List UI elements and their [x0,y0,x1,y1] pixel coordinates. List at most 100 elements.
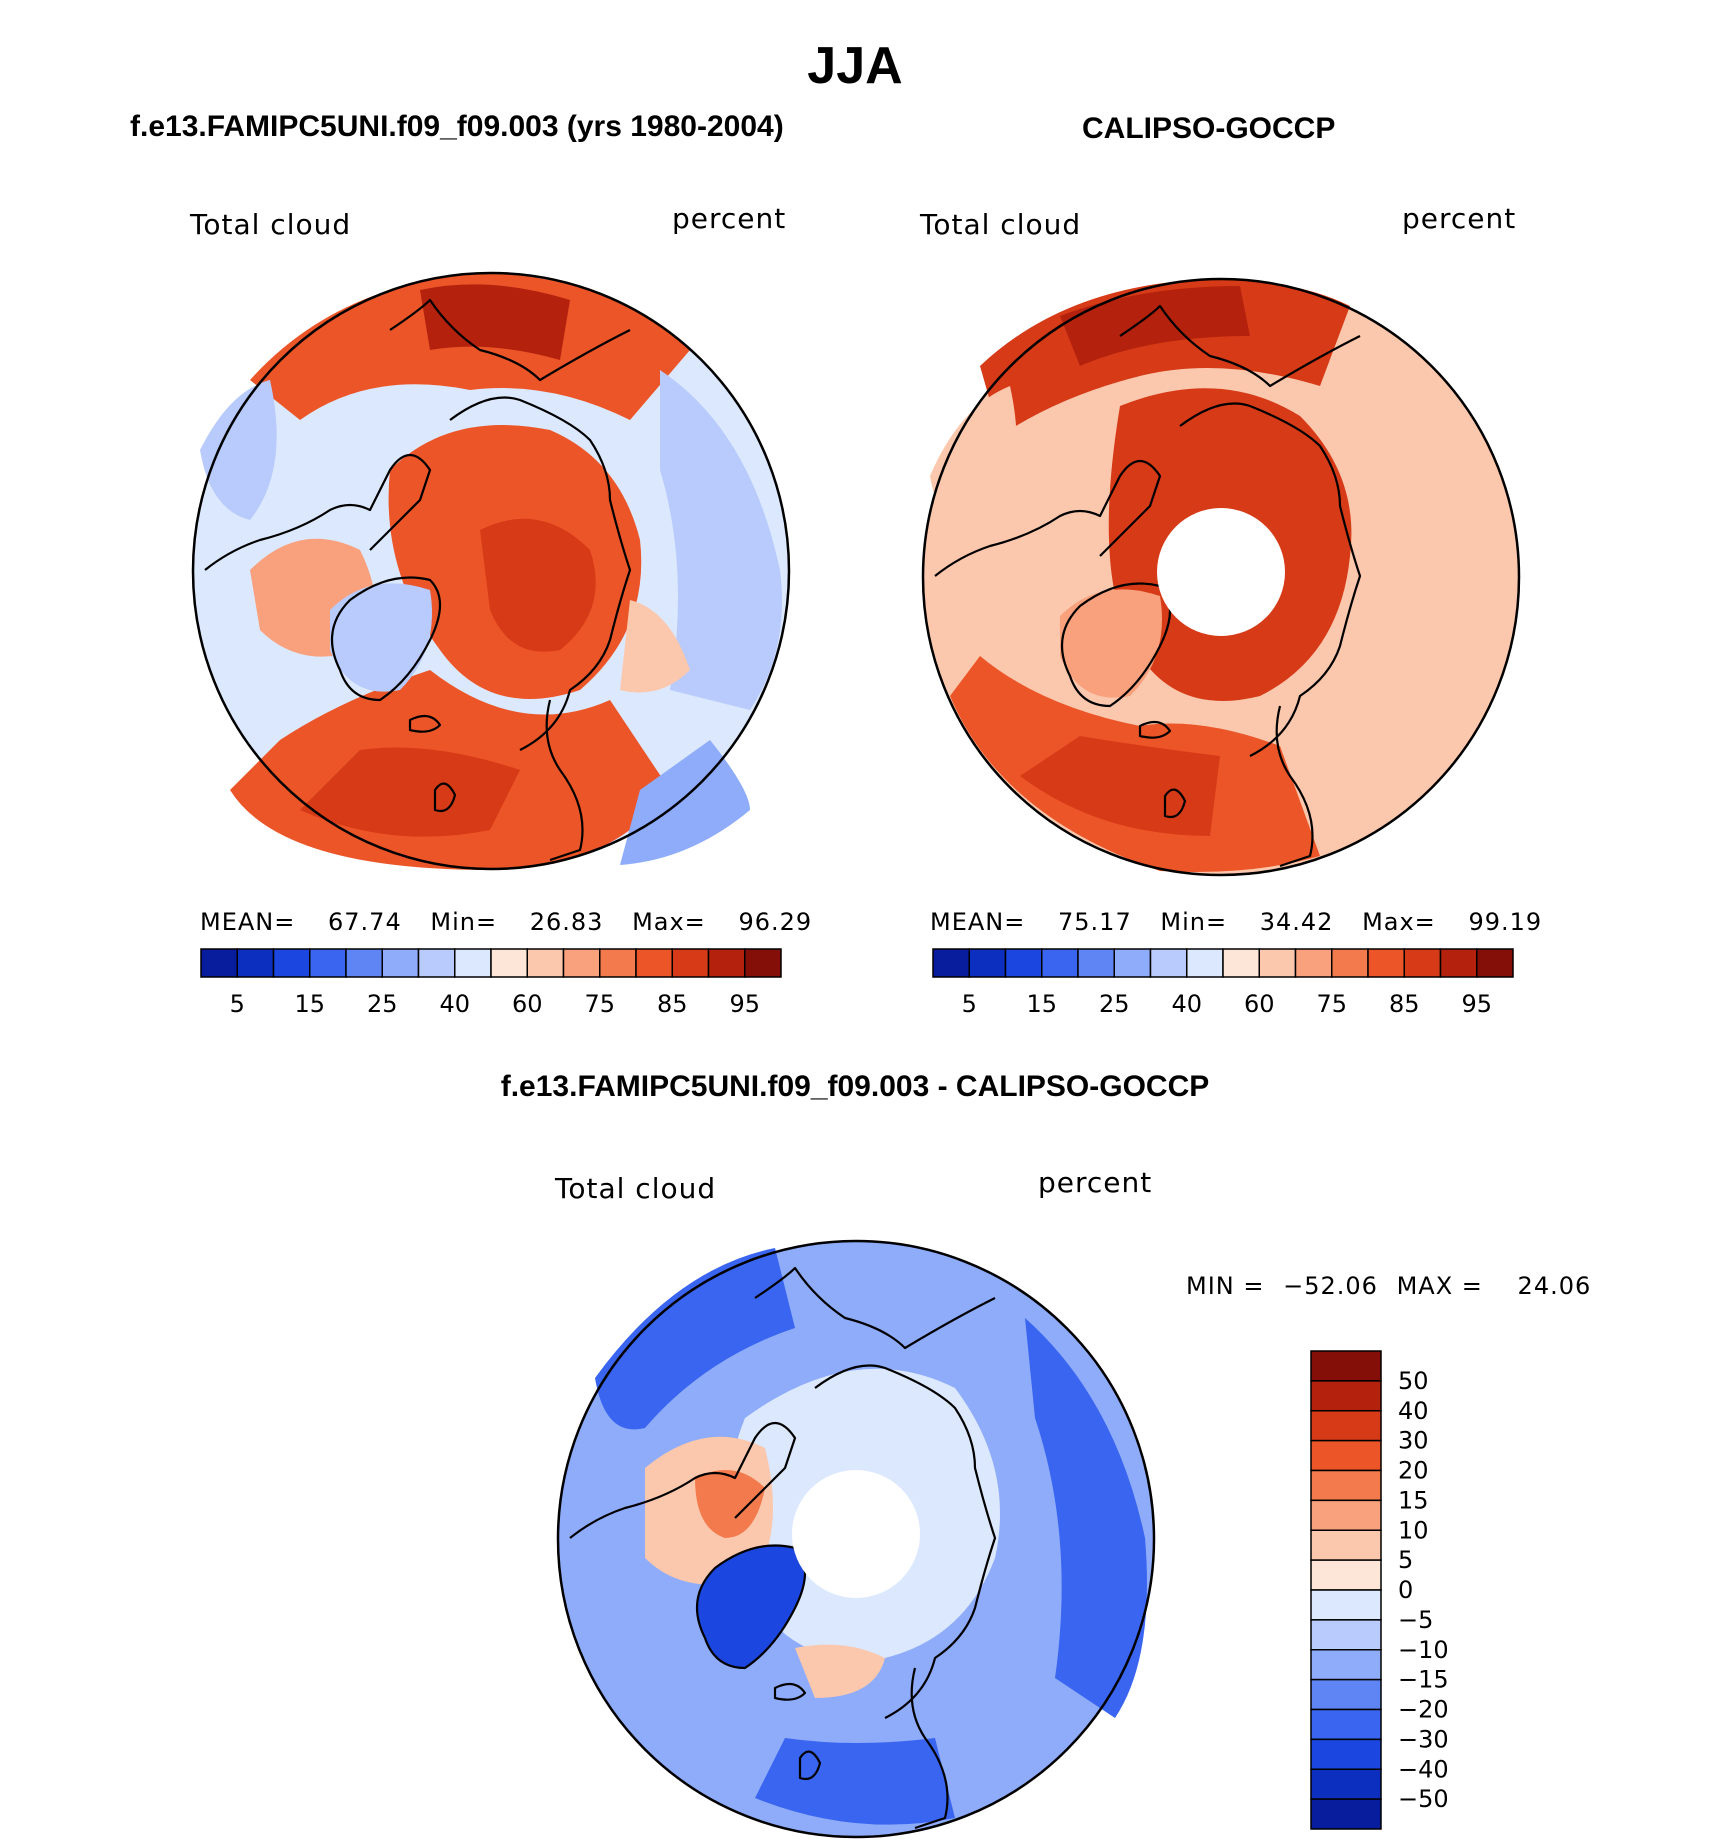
obs-colorbar: 5 15 25 40 60 75 85 95 [932,948,1514,1018]
colorbar-cell-10 [562,948,601,978]
colorbar-cell-4 [1077,948,1115,978]
scandinavia-coast [1275,705,1314,868]
colorbar-tick-label: −15 [1398,1666,1449,1694]
diff-panel-title: f.e13.FAMIPC5UNI.f09_f09.003 - CALIPSO-G… [500,1070,1210,1103]
iceland-coast [1138,720,1172,739]
field-pacific-core [1060,286,1250,366]
colorbar-tick-label: 15 [1398,1486,1429,1514]
colorbar-tick-label: 40 [1398,1397,1429,1425]
field-atlantic-warm [795,1644,885,1698]
model-mean-label: MEAN= [200,908,296,936]
field-west [930,386,1017,536]
colorbar-cell-9 [1258,948,1297,978]
season-title: JJA [807,37,903,95]
colorbar-cell-1 [1310,1380,1382,1412]
diff-min-value: −52.06 [1283,1272,1378,1300]
diff-right-label: percent [1038,1166,1153,1199]
field-pacific [595,1248,795,1430]
colorbar-cell-4 [1310,1469,1382,1502]
colorbar-tick-label: 75 [1316,990,1347,1018]
colorbar-tick-label: −20 [1398,1696,1449,1724]
colorbar-tick-label: −50 [1398,1785,1449,1813]
colorbar-cell-0 [200,948,238,978]
eurasia-coast [1179,402,1362,757]
model-colorbar-cells [200,948,782,978]
diff-polar-map [556,1239,1156,1839]
colorbar-tick-label: −5 [1398,1606,1433,1634]
model-right-label: percent [672,202,787,235]
colorbar-cell-13 [1310,1738,1382,1770]
field-europe [620,600,690,693]
field-greenland [330,583,432,692]
colorbar-cell-14 [707,948,746,978]
obs-right-label: percent [1402,202,1517,235]
field-archipelago [695,1470,765,1538]
map-border [556,1239,1156,1839]
colorbar-cell-14 [1439,948,1478,978]
field-pacific-core [420,284,570,360]
field-east-pacific [620,740,750,865]
obs-max-label: Max= [1362,908,1436,936]
model-polar-map [191,271,791,871]
obs-mean-label: MEAN= [930,908,1026,936]
obs-polar-map [921,277,1521,877]
colorbar-tick-label: 85 [657,990,688,1018]
uk-coast [798,1750,822,1781]
iceland-coast [773,1682,807,1701]
colorbar-tick-label: 95 [729,990,760,1018]
colorbar-cell-13 [1403,948,1442,978]
alaska-coast [1119,304,1361,388]
model-left-label: Total cloud [190,208,352,241]
colorbar-cell-11 [1310,1678,1382,1711]
colorbar-cell-12 [1367,948,1405,978]
eurasia-coast [814,1364,997,1719]
colorbar-cell-0 [1310,1350,1382,1382]
colorbar-tick-label: 85 [1389,990,1420,1018]
colorbar-tick-label: 50 [1398,1367,1429,1395]
colorbar-cell-5 [1310,1499,1382,1531]
model-colorbar-ticks: 5 15 25 40 60 75 85 95 [230,990,760,1018]
colorbar-cell-8 [1310,1589,1382,1621]
model-panel-title: f.e13.FAMIPC5UNI.f09_f09.003 (yrs 1980-2… [130,110,784,143]
colorbar-cell-3 [1041,948,1079,978]
colorbar-tick-label: 5 [1398,1546,1413,1574]
field-east-asia [1025,1318,1147,1718]
model-max-label: Max= [632,908,706,936]
colorbar-tick-label: 60 [1244,990,1275,1018]
colorbar-cell-5 [1113,948,1152,978]
colorbar-cell-9 [1310,1619,1382,1651]
canada-coast [569,1421,797,1539]
field-west-pacific [200,380,277,520]
model-min-label: Min= [430,908,498,936]
field-atlantic-core [300,747,520,837]
colorbar-cell-15 [1476,948,1514,978]
obs-min-value: 34.42 [1259,908,1334,936]
colorbar-cell-7 [1186,948,1224,978]
canada-coast [934,459,1162,577]
eurasia-coast [449,396,632,751]
colorbar-tick-label: 10 [1398,1516,1429,1544]
colorbar-tick-label: 15 [1026,990,1057,1018]
colorbar-cell-7 [1310,1559,1382,1591]
field-siberia [660,370,782,710]
field-siberia [1390,376,1512,716]
colorbar-cell-8 [1222,948,1260,978]
iceland-coast [408,714,442,733]
alaska-coast [389,298,631,382]
obs-colorbar-ticks: 5 15 25 40 60 75 85 95 [962,990,1492,1018]
colorbar-tick-label: 5 [230,990,245,1018]
colorbar-cell-7 [454,948,492,978]
colorbar-cell-2 [272,948,311,978]
model-map-fill [193,273,789,870]
colorbar-tick-label: 40 [1171,990,1202,1018]
diff-max-label: MAX = [1396,1272,1483,1300]
map-border [921,277,1521,877]
greenland-coast [330,576,441,702]
pole-hole [792,1470,920,1598]
colorbar-tick-label: 5 [962,990,977,1018]
colorbar-cell-15 [1310,1798,1382,1830]
colorbar-tick-label: 30 [1398,1427,1429,1455]
obs-mean-value: 75.17 [1058,908,1132,936]
uk-coast [433,782,457,813]
